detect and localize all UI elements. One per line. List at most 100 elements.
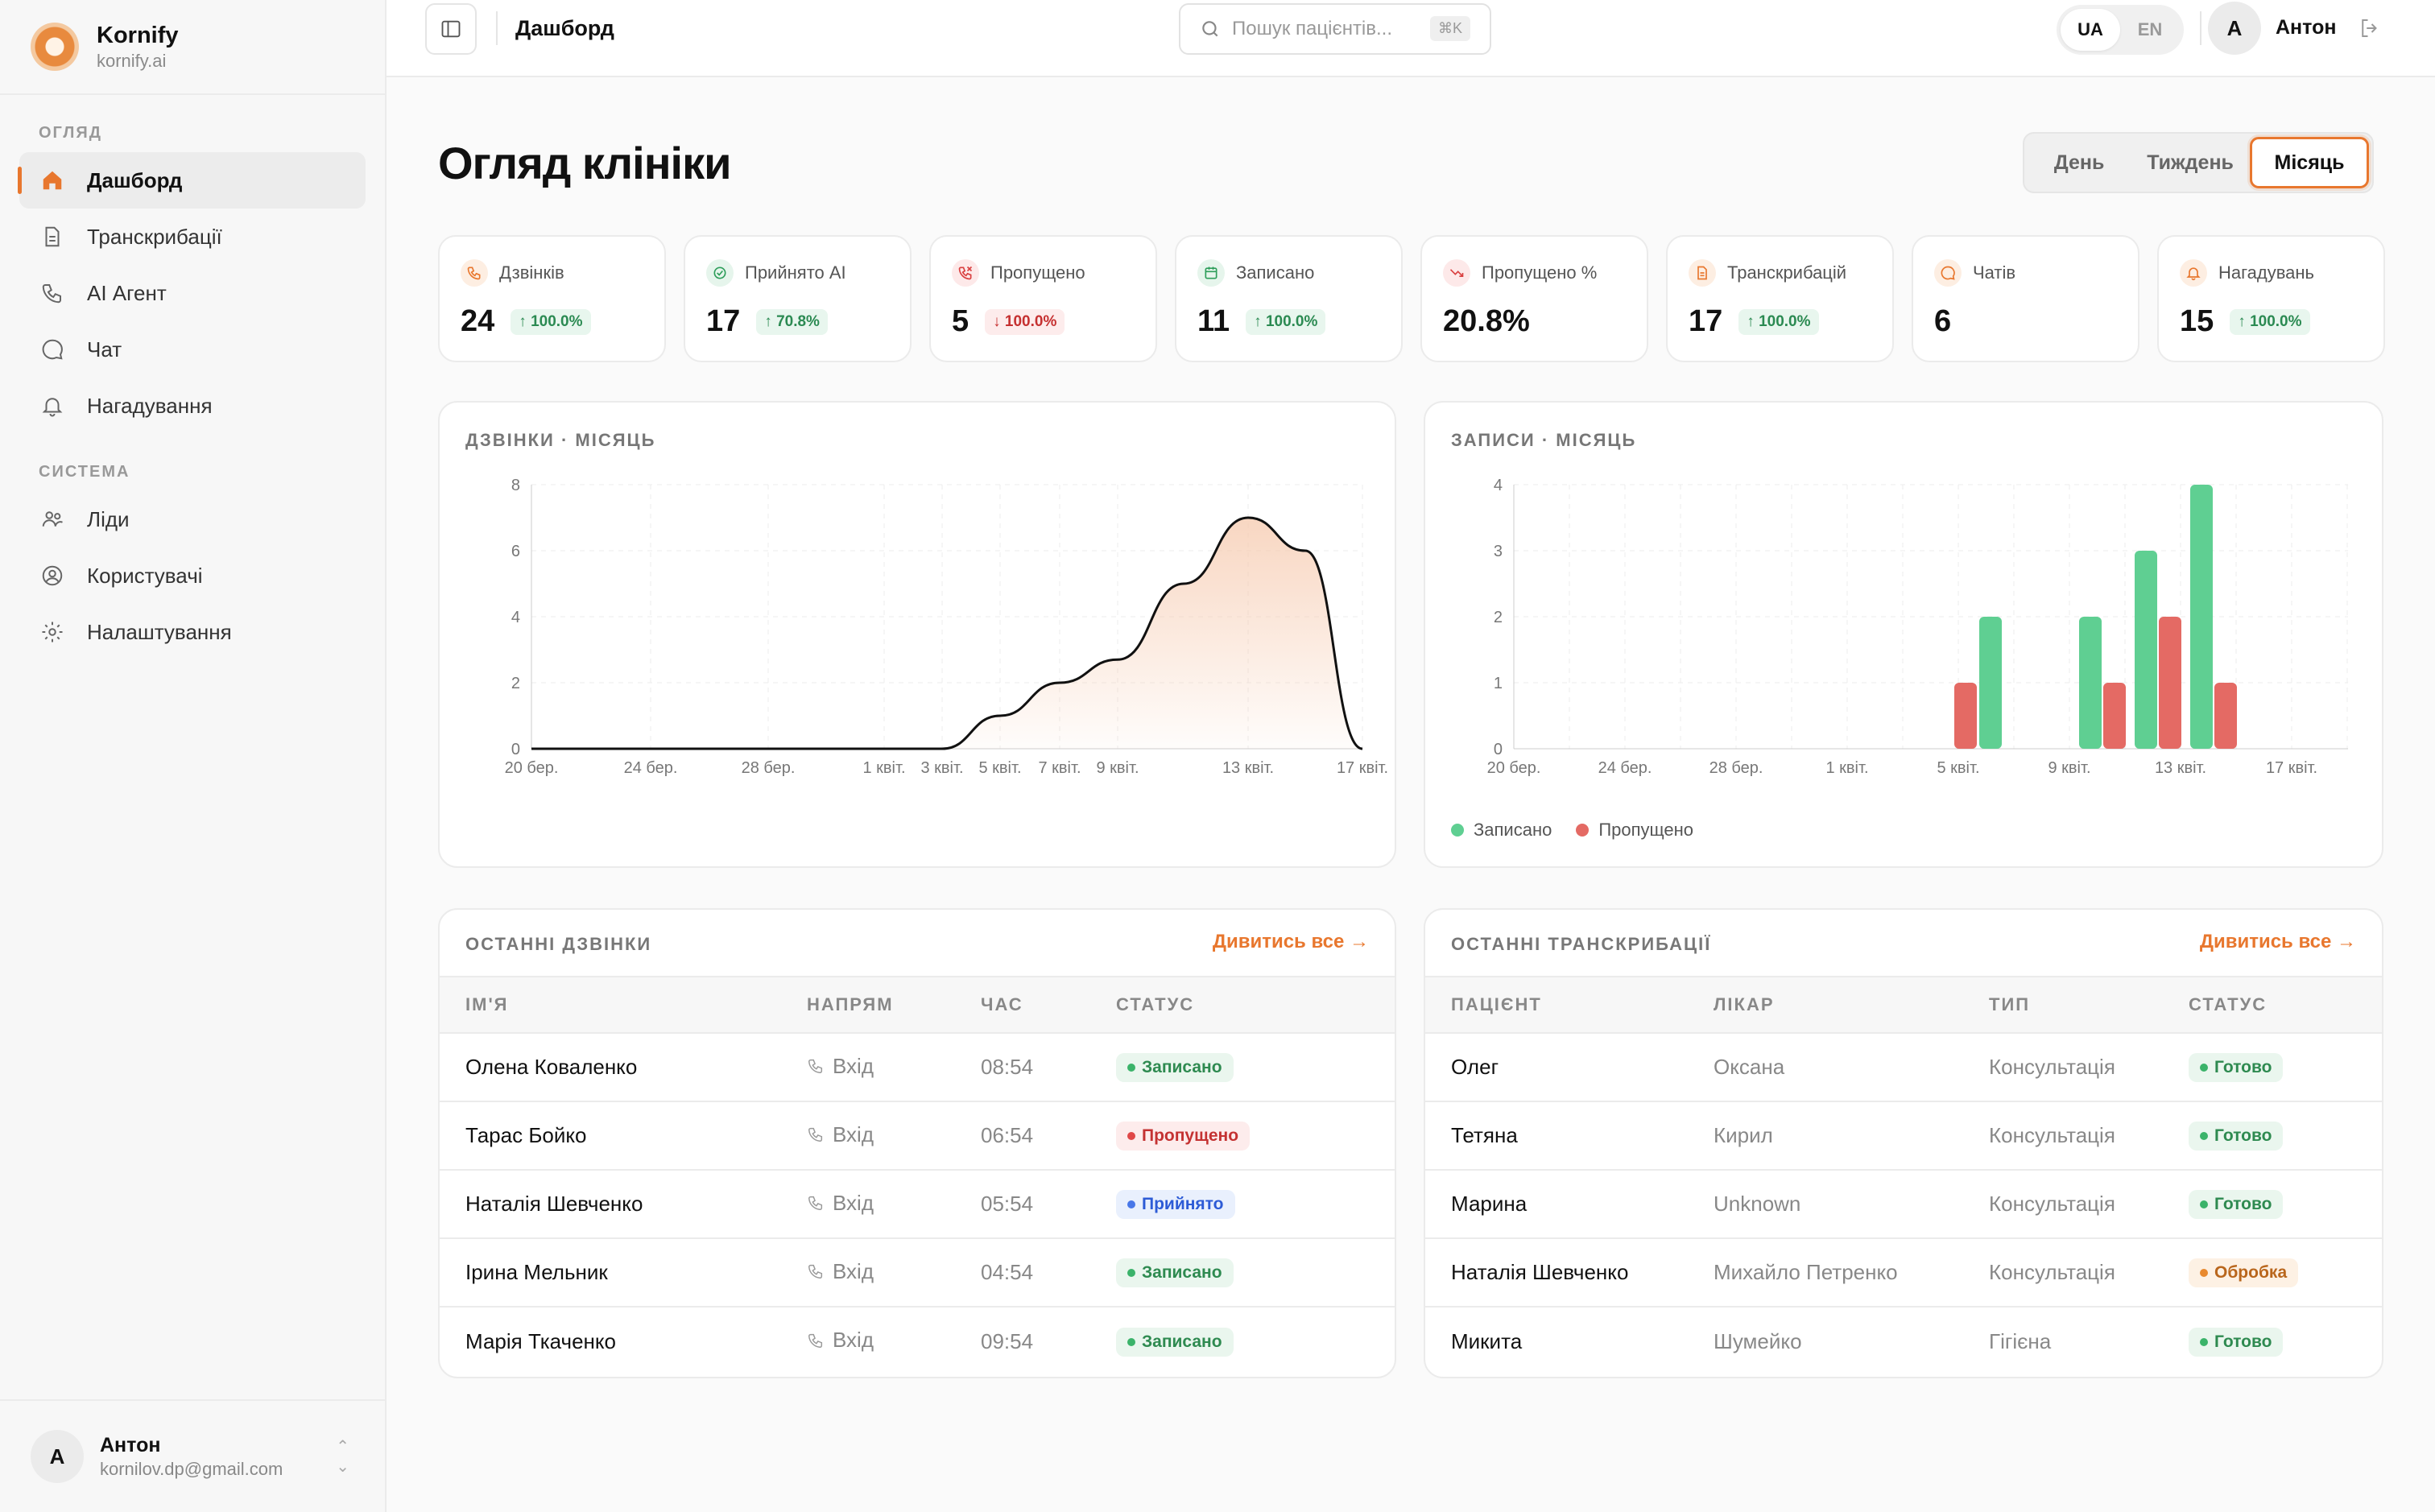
range-day-button[interactable]: День xyxy=(2053,151,2105,174)
table-row[interactable]: Микита Шумейко Гігієна Готово xyxy=(1425,1307,2382,1375)
x-tick-label: 5 квіт. xyxy=(979,759,1022,777)
column-header[interactable]: СТАТУС xyxy=(2189,976,2382,1034)
arrow-up-icon: ↑ xyxy=(1254,312,1262,330)
call-direction: Вхід xyxy=(807,1259,874,1284)
sidebar-item-ai-agent[interactable]: AI Агент xyxy=(19,265,366,321)
kpi-card[interactable]: Пропущено 5 ↓ 100.0% xyxy=(929,235,1157,362)
table-row[interactable]: Тарас Бойко Вхід 06:54 Пропущено xyxy=(440,1101,1395,1171)
phone-icon xyxy=(808,1265,823,1279)
kpi-card[interactable]: Записано 11 ↑ 100.0% xyxy=(1175,235,1403,362)
user-menu[interactable]: A Антон kornilov.dp@gmail.com ⌃ ⌄ xyxy=(0,1399,385,1512)
kpi-card[interactable]: Чатів 6 xyxy=(1912,235,2139,362)
visit-type: Гігієна xyxy=(1989,1328,2052,1353)
brand[interactable]: Kornify kornify.ai xyxy=(0,0,385,95)
sidebar-item-settings[interactable]: Налаштування xyxy=(19,604,366,660)
sidebar-item-leads[interactable]: Ліди xyxy=(19,491,366,547)
kpi-card[interactable]: Нагадувань 15 ↑ 100.0% xyxy=(2157,235,2385,362)
status-badge: Обробка xyxy=(2189,1258,2299,1287)
sidebar-item-transcriptions[interactable]: Транскрибації xyxy=(19,209,366,265)
table-row[interactable]: Олег Оксана Консультація Готово xyxy=(1425,1033,2382,1102)
document-icon xyxy=(1689,259,1716,287)
sidebar-item-chat[interactable]: Чат xyxy=(19,321,366,378)
bar xyxy=(2214,683,2237,749)
breadcrumb: Дашборд xyxy=(515,16,614,40)
user-circle-icon xyxy=(39,562,66,589)
column-header[interactable]: ІМ'Я xyxy=(440,976,807,1034)
arrow-up-icon: ↑ xyxy=(1747,312,1755,330)
caller-name: Ірина Мельник xyxy=(440,1238,807,1308)
doctor-name: Кирил xyxy=(1714,1101,1989,1171)
y-tick-label: 4 xyxy=(1494,477,1503,494)
records-chart-card: ЗАПИСИ · МІСЯЦЬ 0 1 2 3 4 20 бер. 24 бер. 28 бе… xyxy=(1424,401,2383,868)
phone-icon xyxy=(808,1333,823,1348)
sidebar-item-dashboard[interactable]: Дашборд xyxy=(18,152,366,209)
table-row[interactable]: Марія Ткаченко Вхід 09:54 Записано xyxy=(440,1307,1395,1375)
table-row[interactable]: Наталія Шевченко Михайло Петренко Консул… xyxy=(1425,1238,2382,1308)
table-row[interactable]: Тетяна Кирил Консультація Готово xyxy=(1425,1101,2382,1171)
kpi-value: 15 xyxy=(2180,304,2214,338)
x-tick-label: 24 бер. xyxy=(1598,759,1652,777)
column-header[interactable]: НАПРЯМ xyxy=(807,976,981,1034)
arrow-up-icon: ↑ xyxy=(764,312,772,330)
table-row[interactable]: Марина Unknown Консультація Готово xyxy=(1425,1170,2382,1239)
user-email: kornilov.dp@gmail.com xyxy=(100,1458,283,1479)
x-tick-label: 13 квіт. xyxy=(1222,759,1274,777)
patient-name: Марина xyxy=(1425,1170,1714,1239)
lang-ua-button[interactable]: UA xyxy=(2061,9,2120,51)
status-badge: Записано xyxy=(1116,1327,1234,1357)
kpi-label: Пропущено % xyxy=(1482,262,1598,283)
kpi-value: 5 xyxy=(952,304,969,338)
call-direction: Вхід xyxy=(807,1122,874,1147)
call-direction: Вхід xyxy=(807,1191,874,1216)
kpi-card[interactable]: Прийнято AI 17 ↑ 70.8% xyxy=(684,235,912,362)
x-tick-label: 3 квіт. xyxy=(921,759,964,777)
kpi-delta: ↑ 100.0% xyxy=(1738,308,1819,335)
page-title: Огляд клініки xyxy=(438,138,732,188)
sidebar-item-users[interactable]: Користувачі xyxy=(19,547,366,604)
x-tick-label: 28 бер. xyxy=(1709,759,1763,777)
column-header[interactable]: ЧАС xyxy=(981,976,1116,1034)
x-tick-label: 1 квіт. xyxy=(1826,759,1869,777)
lang-en-button[interactable]: EN xyxy=(2137,19,2163,39)
see-all-calls-link[interactable]: Дивитись все → xyxy=(1212,931,1369,952)
kpi-card[interactable]: Пропущено % 20.8% xyxy=(1420,235,1648,362)
patient-name: Микита xyxy=(1451,1328,1523,1353)
caller-name: Наталія Шевченко xyxy=(440,1170,807,1239)
avatar[interactable]: A xyxy=(2208,2,2261,55)
kpi-card[interactable]: Транскрибацій 17 ↑ 100.0% xyxy=(1666,235,1894,362)
kpi-delta: ↑ 100.0% xyxy=(2230,308,2310,335)
range-week-button[interactable]: Тиждень xyxy=(2147,151,2234,174)
column-header[interactable]: ПАЦІЄНТ xyxy=(1425,976,1714,1034)
calls-table: ІМ'Я НАПРЯМ ЧАС СТАТУС Олена Коваленко В… xyxy=(440,976,1395,1375)
sidebar-toggle-button[interactable] xyxy=(425,3,477,55)
column-header[interactable]: ТИП xyxy=(1989,976,2189,1034)
phone-icon xyxy=(39,279,66,307)
table-row[interactable]: Олена Коваленко Вхід 08:54 Записано xyxy=(440,1033,1395,1102)
status-badge: Пропущено xyxy=(1116,1122,1251,1151)
kpi-card[interactable]: Дзвінків 24 ↑ 100.0% xyxy=(438,235,666,362)
y-tick-label: 0 xyxy=(511,741,520,758)
phone-icon xyxy=(461,259,488,287)
see-all-transcriptions-link[interactable]: Дивитись все → xyxy=(2199,931,2356,952)
column-header[interactable]: СТАТУС xyxy=(1116,976,1395,1034)
top-user-name: Антон xyxy=(2276,16,2337,39)
kpi-delta: ↑ 100.0% xyxy=(511,308,591,335)
x-tick-label: 20 бер. xyxy=(505,759,559,777)
range-month-button[interactable]: Місяць xyxy=(2250,137,2369,188)
logout-icon[interactable] xyxy=(2358,16,2382,40)
column-header[interactable]: ЛІКАР xyxy=(1714,976,1989,1034)
sidebar-item-label: Нагадування xyxy=(87,393,213,418)
sidebar-item-reminders[interactable]: Нагадування xyxy=(19,378,366,434)
kpi-row: Дзвінків 24 ↑ 100.0% Прийнято AI 17 ↑ 70.8%… xyxy=(438,235,2385,362)
table-row[interactable]: Наталія Шевченко Вхід 05:54 Прийнято xyxy=(440,1170,1395,1239)
table-row[interactable]: Ірина Мельник Вхід 04:54 Записано xyxy=(440,1238,1395,1308)
y-tick-label: 1 xyxy=(1494,675,1503,692)
sidebar-item-label: Налаштування xyxy=(87,619,232,644)
kpi-value: 6 xyxy=(1934,304,1952,338)
language-switcher: UA EN xyxy=(2057,5,2184,55)
status-badge: Прийнято xyxy=(1116,1190,1235,1219)
phone-icon xyxy=(808,1128,823,1142)
document-icon xyxy=(39,223,66,250)
search-input[interactable]: Пошук пацієнтів... ⌘K xyxy=(1179,3,1491,55)
caller-name: Марія Ткаченко xyxy=(465,1328,617,1353)
